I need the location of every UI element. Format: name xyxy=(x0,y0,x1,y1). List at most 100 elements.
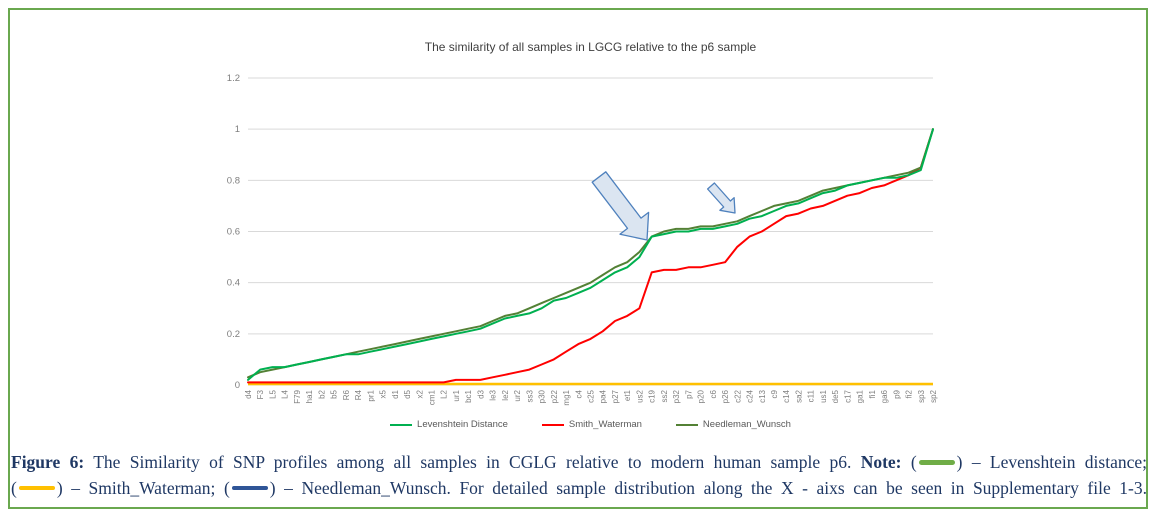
y-tick-label: 0.4 xyxy=(227,278,240,289)
x-tick-label: us2 xyxy=(635,389,644,402)
x-tick-label: c24 xyxy=(746,389,755,402)
chart-legend: Levenshtein Distance Smith_Waterman Needle… xyxy=(248,419,933,430)
x-tick-label: c4 xyxy=(574,389,583,398)
x-tick-label: ss2 xyxy=(660,389,669,402)
legend-item-smith-waterman: Smith_Waterman xyxy=(541,419,642,430)
x-tick-label: F3 xyxy=(256,389,265,399)
figure-label: Figure 6: xyxy=(11,452,85,472)
x-tick-label: c22 xyxy=(733,389,742,402)
x-tick-label: c14 xyxy=(782,389,791,402)
legend-line-swatch xyxy=(390,423,413,426)
x-tick-label: de5 xyxy=(831,389,840,403)
plot-svg: 00.20.40.60.811.2d4 F3 L5 L4 F79 ha1 b2 b5 R6 R4 p… xyxy=(227,73,938,406)
y-tick-label: 0.6 xyxy=(227,227,240,238)
x-tick-label: ha1 xyxy=(305,389,314,403)
x-tick-label: sa2 xyxy=(794,389,803,402)
x-tick-label: p26 xyxy=(721,389,730,403)
x-tick-label: le3 xyxy=(489,389,498,400)
x-tick-label: us1 xyxy=(819,389,828,402)
annotation-arrow-2 xyxy=(706,182,736,214)
y-tick-label: 1.2 xyxy=(227,73,240,84)
x-tick-label: R6 xyxy=(342,389,351,400)
y-tick-label: 0.2 xyxy=(227,329,240,340)
x-tick-label: ss3 xyxy=(525,389,534,402)
x-tick-label: p27 xyxy=(611,389,620,403)
x-tick-label: d3 xyxy=(476,389,485,398)
caption-smith-text: – Smith_Waterman; xyxy=(71,477,216,498)
caption-tail: For detailed sample distribution along t… xyxy=(459,477,1148,498)
annotation-arrow-1 xyxy=(591,171,650,241)
legend-label: Levenshtein Distance xyxy=(417,419,508,430)
legend-item-levenshtein-distance: Levenshtein Distance xyxy=(390,419,508,430)
caption-body: The Similarity of SNP profiles among all… xyxy=(93,452,852,472)
paren: ( xyxy=(910,452,917,472)
caption-swatch-needleman-wunsch xyxy=(231,485,268,491)
x-tick-label: c17 xyxy=(843,389,852,402)
x-tick-label: p9 xyxy=(892,389,901,398)
paren: ( xyxy=(223,477,230,498)
x-tick-label: cm1 xyxy=(427,389,436,405)
x-tick-label: ga6 xyxy=(880,389,889,403)
y-tick-label: 1 xyxy=(235,124,240,135)
x-tick-label: sp3 xyxy=(917,389,926,402)
x-tick-label: mg1 xyxy=(562,389,571,405)
series-needleman-wunsch xyxy=(247,128,934,379)
y-tick-label: 0.8 xyxy=(227,175,240,186)
x-tick-label: pr1 xyxy=(366,389,375,401)
chart-title: The similarity of all samples in LGCG re… xyxy=(424,40,757,54)
legend-label: Smith_Waterman xyxy=(568,419,642,430)
x-tick-label: c6 xyxy=(709,389,718,398)
caption-swatch-smith-waterman xyxy=(18,485,55,491)
x-tick-labels: d4 F3 L5 L4 F79 ha1 b2 b5 R6 R4 pr1 x5 d1 d5 x2 cm1 L2 ur… xyxy=(244,389,938,405)
x-tick-label: d4 xyxy=(244,389,253,398)
x-tick-label: pa4 xyxy=(599,389,608,403)
legend-item-needleman-wunsch: Needleman_Wunsch xyxy=(675,419,791,430)
x-tick-label: p30 xyxy=(538,389,547,403)
x-tick-label: et1 xyxy=(623,389,632,401)
x-tick-label: b2 xyxy=(317,389,326,398)
figure-caption: Figure 6: The Similarity of SNP profiles… xyxy=(11,450,1147,501)
x-tick-label: ur1 xyxy=(452,389,461,401)
x-tick-label: bc1 xyxy=(464,389,473,402)
x-tick-label: ga1 xyxy=(856,389,865,403)
legend-line-swatch xyxy=(541,423,564,426)
x-tick-label: c9 xyxy=(770,389,779,398)
paren: ( xyxy=(11,477,17,498)
x-tick-label: L5 xyxy=(268,389,277,398)
caption-levenshtein-text: – Levenshtein distance; xyxy=(971,452,1147,472)
series-smith-waterman xyxy=(247,128,934,384)
paren: ) xyxy=(56,477,63,498)
y-tick-label: 0 xyxy=(235,380,240,391)
caption-line-2: () – Smith_Waterman; () – Needleman_Wuns… xyxy=(11,476,1147,502)
x-tick-label: c11 xyxy=(807,389,816,402)
paren: ) xyxy=(269,477,276,498)
x-tick-label: p7 xyxy=(684,389,693,398)
x-tick-label: fi2 xyxy=(905,389,914,398)
x-tick-label: d1 xyxy=(391,389,400,398)
paren: ) xyxy=(956,452,963,472)
x-tick-label: d5 xyxy=(403,389,412,398)
x-tick-label: c19 xyxy=(648,389,657,402)
x-tick-label: L4 xyxy=(281,389,290,398)
x-tick-label: le2 xyxy=(501,389,510,400)
x-tick-label: b5 xyxy=(330,389,339,398)
x-tick-label: ur2 xyxy=(513,389,522,401)
x-tick-label: x5 xyxy=(379,389,388,398)
x-tick-label: L2 xyxy=(440,389,449,398)
series-levenshtein-distance xyxy=(247,128,934,381)
x-tick-label: x2 xyxy=(415,389,424,398)
x-tick-label: sp2 xyxy=(929,389,938,402)
legend-line-swatch xyxy=(675,423,698,426)
x-tick-label: p20 xyxy=(697,389,706,403)
caption-swatch-levenshtein xyxy=(918,460,955,465)
caption-line-1: Figure 6: The Similarity of SNP profiles… xyxy=(11,450,1147,476)
caption-needleman-text: – Needleman_Wunsch. xyxy=(284,477,451,498)
legend-label: Needleman_Wunsch xyxy=(702,419,791,430)
x-tick-label: p32 xyxy=(672,389,681,403)
x-tick-label: p22 xyxy=(550,389,559,403)
x-tick-label: fi1 xyxy=(868,389,877,398)
x-tick-label: F79 xyxy=(293,389,302,403)
x-tick-label: c25 xyxy=(587,389,596,402)
x-tick-label: c13 xyxy=(758,389,767,402)
